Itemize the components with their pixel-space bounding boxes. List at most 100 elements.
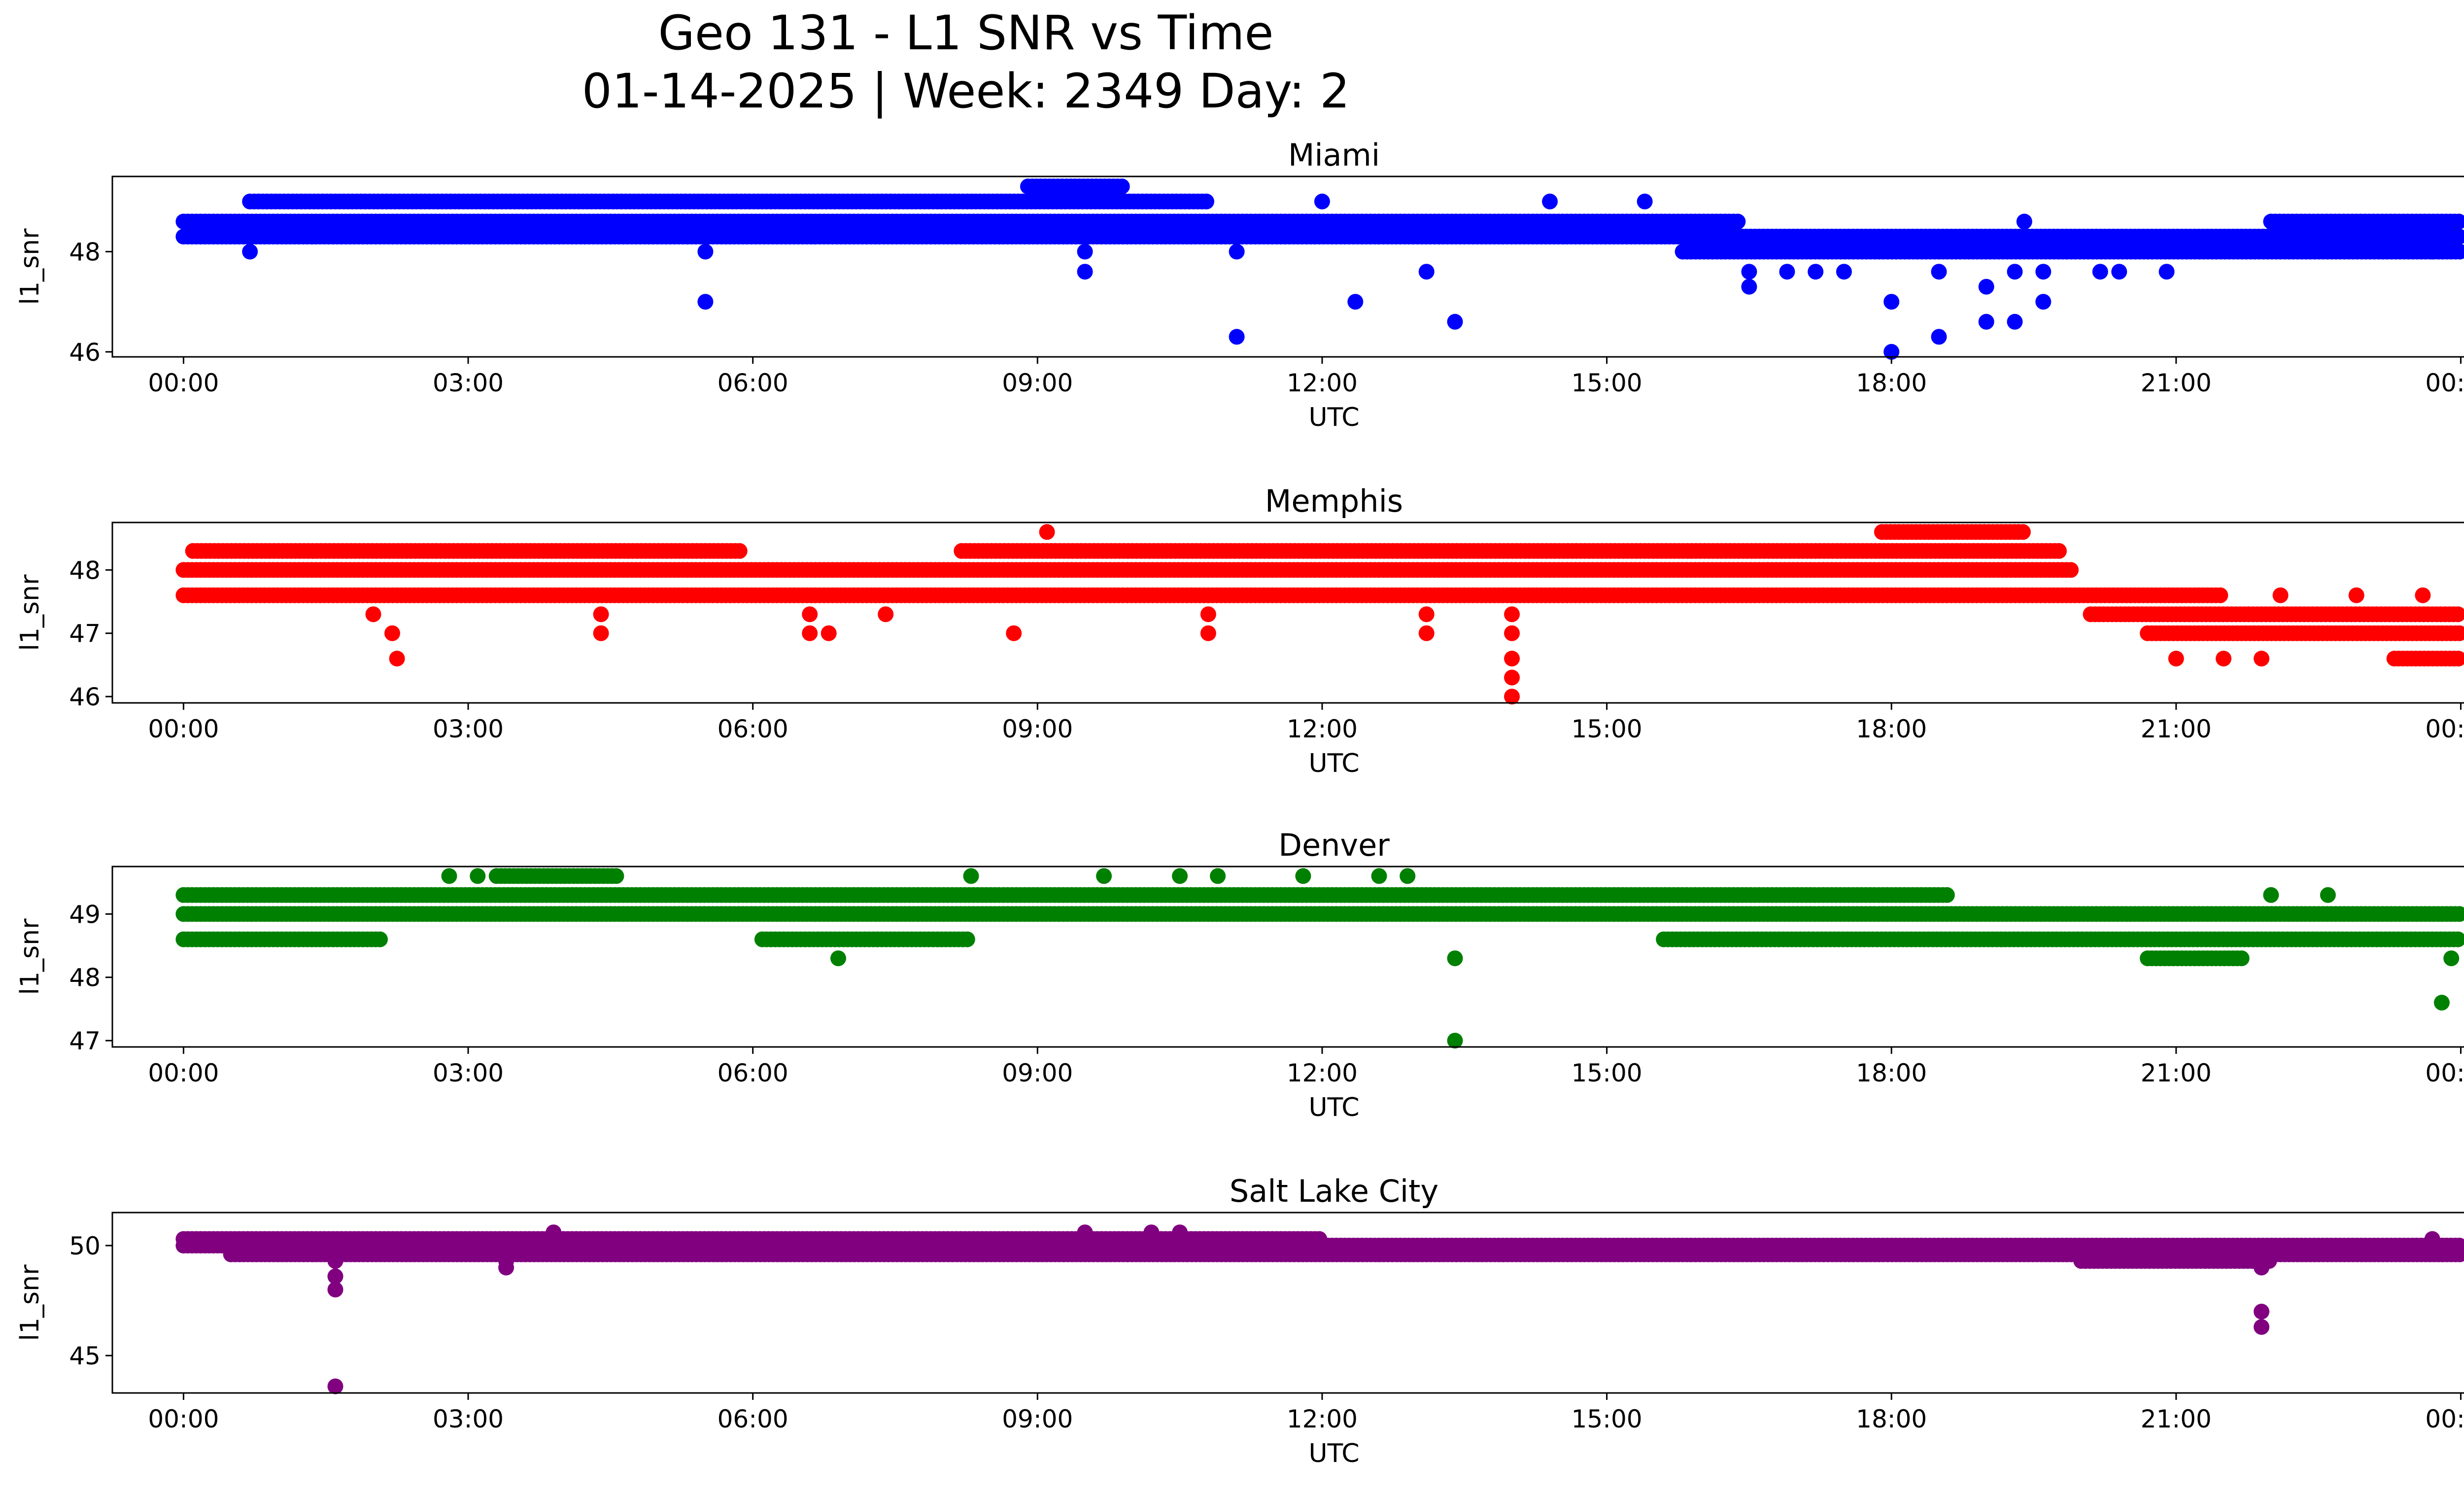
data-point	[1400, 868, 1416, 884]
x-tick-label: 09:00	[1002, 1059, 1073, 1087]
data-point	[1418, 625, 1435, 641]
y-tick-label: 46	[69, 338, 101, 367]
x-tick-label: 15:00	[1572, 369, 1643, 397]
data-point	[2035, 264, 2052, 280]
data-point	[802, 606, 818, 623]
data-point	[1096, 868, 1112, 884]
x-tick-label: 15:00	[1572, 715, 1643, 743]
data-point	[1447, 313, 1463, 330]
data-point	[2263, 887, 2279, 903]
data-point	[2443, 950, 2460, 967]
x-tick-label: 00:00	[148, 715, 219, 743]
y-axis-label: l1_snr	[15, 918, 45, 995]
data-point	[1447, 1033, 1463, 1049]
data-point	[1504, 669, 1520, 686]
data-point	[1200, 625, 1216, 641]
data-point	[2051, 543, 2067, 559]
x-tick-label: 21:00	[2141, 1059, 2212, 1087]
x-axis-label: UTC	[1308, 1093, 1359, 1122]
data-point	[2452, 243, 2464, 260]
data-point	[608, 868, 624, 884]
data-point	[470, 868, 486, 884]
y-tick-label: 46	[69, 683, 101, 711]
data-point	[1883, 294, 1900, 310]
data-point	[441, 868, 457, 884]
data-point	[2216, 651, 2232, 667]
data-point	[2415, 587, 2431, 603]
data-point	[2092, 264, 2108, 280]
data-point	[1836, 264, 1852, 280]
data-point	[1741, 264, 1757, 280]
data-point	[731, 543, 748, 559]
data-point	[1077, 229, 1093, 244]
data-point	[1504, 651, 1520, 667]
x-tick-label: 06:00	[718, 1059, 788, 1087]
scatter-series	[175, 178, 2464, 360]
data-point	[1978, 278, 1994, 295]
data-point	[2433, 995, 2450, 1011]
x-tick-label: 03:00	[433, 369, 504, 397]
data-point	[593, 606, 609, 623]
data-point	[1418, 264, 1435, 280]
data-point	[2212, 587, 2228, 603]
x-tick-label: 03:00	[433, 1059, 504, 1087]
data-point	[242, 243, 258, 260]
x-tick-label: 12:00	[1287, 369, 1358, 397]
figure-title-line-1: Geo 131 - L1 SNR vs Time	[658, 5, 1274, 61]
x-tick-label: 06:00	[718, 715, 788, 743]
data-point	[2035, 294, 2052, 310]
data-point	[1347, 294, 1364, 310]
data-point	[1978, 313, 1994, 330]
x-tick-label: 18:00	[1856, 369, 1927, 397]
data-point	[1504, 689, 1520, 705]
y-tick-label: 47	[69, 1027, 101, 1055]
data-point	[2007, 313, 2023, 330]
y-tick-label: 48	[69, 556, 101, 585]
data-point	[1295, 868, 1311, 884]
data-point	[1741, 278, 1757, 295]
x-tick-label: 12:00	[1287, 1059, 1358, 1087]
x-tick-label: 18:00	[1856, 1059, 1927, 1087]
x-tick-label: 00:00	[2425, 369, 2464, 397]
data-point	[2111, 264, 2127, 280]
scatter-series	[175, 524, 2464, 705]
data-point	[2158, 264, 2175, 280]
data-point	[1229, 329, 1245, 345]
data-point	[1542, 193, 1558, 209]
x-tick-label: 03:00	[433, 715, 504, 743]
y-tick-label: 48	[69, 964, 101, 992]
x-tick-label: 12:00	[1287, 715, 1358, 743]
data-point	[1371, 868, 1387, 884]
data-point	[2451, 229, 2464, 244]
data-point	[1006, 625, 1022, 641]
data-point	[2233, 950, 2250, 967]
data-point	[2451, 213, 2464, 230]
figure-title-line-2: 01-14-2025 | Week: 2349 Day: 2	[582, 64, 1350, 119]
data-point	[1808, 264, 1824, 280]
data-point	[2015, 524, 2031, 540]
x-tick-label: 00:00	[2425, 1059, 2464, 1087]
data-point	[1637, 193, 1653, 209]
data-point	[593, 625, 609, 641]
x-tick-label: 09:00	[1002, 715, 1073, 743]
data-point	[821, 625, 837, 641]
data-point	[697, 294, 714, 310]
y-tick-label: 47	[69, 620, 101, 648]
data-point	[1198, 193, 1214, 209]
data-point	[2424, 243, 2440, 260]
data-point	[389, 651, 405, 667]
y-tick-label: 48	[69, 238, 101, 267]
data-point	[1077, 264, 1093, 280]
data-point	[697, 243, 714, 260]
x-tick-label: 06:00	[718, 369, 788, 397]
subplot-title: Miami	[1288, 137, 1380, 173]
data-point	[878, 606, 894, 623]
data-point	[1200, 606, 1216, 623]
data-point	[1210, 868, 1226, 884]
x-tick-label: 18:00	[1856, 715, 1927, 743]
data-point	[1314, 193, 1330, 209]
data-point	[1931, 264, 1947, 280]
data-point	[1939, 887, 1955, 903]
